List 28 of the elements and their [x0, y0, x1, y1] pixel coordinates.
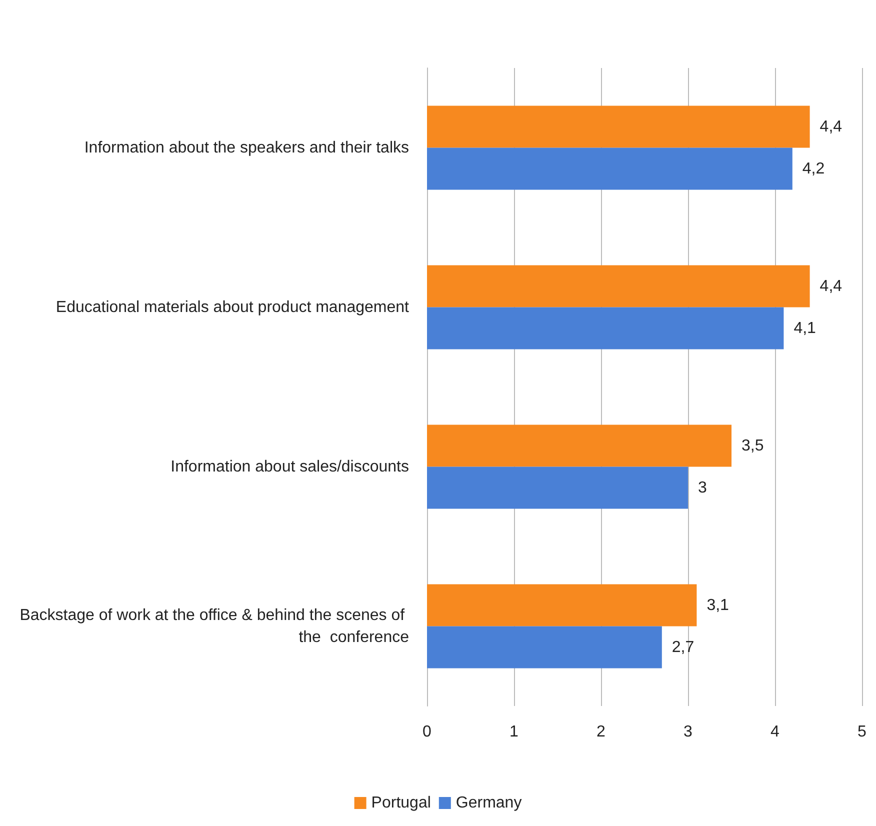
legend-label: Portugal — [371, 794, 431, 812]
data-label: 4,1 — [794, 320, 816, 337]
x-tick-label: 2 — [596, 724, 606, 740]
legend-label: Germany — [456, 794, 522, 812]
y-tick-label: Backstage of work at the office & behind the scenes of the conference — [20, 606, 410, 646]
y-tick-label: Information about the speakers and their talks — [84, 139, 409, 156]
bar — [427, 466, 688, 509]
bar — [427, 307, 784, 350]
bar — [427, 265, 810, 308]
data-label: 3,1 — [706, 596, 730, 614]
bar — [427, 424, 732, 467]
data-label: 3 — [698, 479, 707, 496]
data-label: 4,4 — [820, 278, 842, 295]
data-label: 2,7 — [672, 638, 694, 656]
x-tick-label: 4 — [770, 724, 780, 740]
data-label: 4,2 — [802, 160, 825, 178]
data-label: 3,5 — [742, 437, 764, 454]
x-tick-label: 1 — [510, 724, 519, 740]
bar — [427, 584, 697, 626]
data-label: 4,4 — [820, 118, 842, 136]
bar — [427, 148, 792, 190]
bar — [427, 626, 662, 668]
x-tick-label: 0 — [422, 724, 432, 740]
x-tick-label: 5 — [858, 724, 867, 740]
bar — [427, 106, 810, 148]
y-tick-label: Information about sales/discounts — [170, 458, 409, 476]
x-tick-label: 3 — [684, 724, 693, 740]
y-tick-label: Educational materials about product management — [56, 298, 410, 316]
